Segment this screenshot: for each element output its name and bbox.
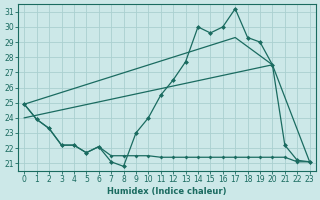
X-axis label: Humidex (Indice chaleur): Humidex (Indice chaleur)	[107, 187, 227, 196]
